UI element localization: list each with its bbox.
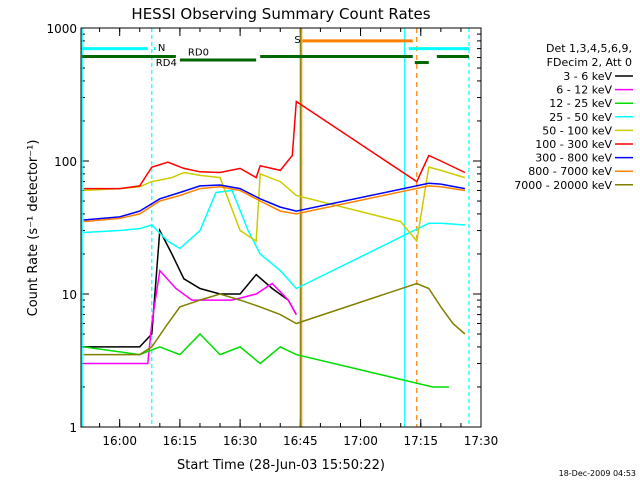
y-tick-label: 1000 — [46, 22, 77, 36]
x-tick-label: 16:15 — [163, 434, 198, 448]
plot-frame — [80, 27, 482, 428]
series-line-5 — [83, 100, 466, 190]
legend-label: 800 - 7000 keV — [528, 165, 612, 178]
footer-timestamp: 18-Dec-2009 04:53 — [559, 469, 636, 478]
chart-title: HESSI Observing Summary Count Rates — [131, 5, 430, 23]
series-line-8 — [83, 282, 466, 356]
x-tick-label: 17:30 — [464, 434, 499, 448]
annotation-layer: N RD0 RD4 S — [81, 28, 470, 427]
series-line-4 — [83, 166, 466, 243]
series-line-7 — [83, 185, 466, 223]
legend-label: 25 - 50 keV — [549, 111, 612, 124]
y-axis-label: Count Rate (s⁻¹ detector⁻¹) — [26, 140, 41, 317]
series-line-3 — [83, 189, 465, 290]
x-tick-label: 17:15 — [403, 434, 438, 448]
legend-header-line-1: Det 1,3,4,5,6,9, — [546, 42, 632, 55]
legend-label: 100 - 300 keV — [535, 138, 612, 151]
legend-label: 7000 - 20000 keV — [514, 179, 612, 192]
series-line-1 — [83, 268, 297, 365]
legend-header-line-2: FDecim 2, Att 0 — [547, 56, 632, 69]
series-line-0 — [83, 227, 297, 348]
legend: Det 1,3,4,5,6,9, FDecim 2, Att 0 3 - 6 k… — [514, 42, 633, 192]
y-tick-label: 10 — [62, 288, 77, 302]
series-layer — [83, 100, 466, 388]
series-line-2 — [83, 332, 449, 388]
y-tick-label: 1 — [69, 421, 77, 435]
legend-label: 300 - 800 keV — [535, 152, 612, 165]
x-tick-labels: 16:00 16:15 16:30 16:45 17:00 17:15 17:30 — [102, 434, 498, 448]
x-tick-label: 16:30 — [223, 434, 258, 448]
annotation-label-rd0: RD0 — [188, 48, 209, 59]
legend-label: 50 - 100 keV — [542, 124, 612, 137]
x-tick-label: 16:45 — [283, 434, 318, 448]
plot-area: N RD0 RD4 S — [80, 27, 482, 428]
series-line-6 — [83, 182, 466, 221]
annotation-label-rd4: RD4 — [156, 58, 177, 69]
annotation-label-s: S — [294, 35, 300, 46]
legend-label: 6 - 12 keV — [556, 84, 612, 97]
x-axis-label: Start Time (28-Jun-03 15:50:22) — [177, 458, 385, 473]
y-tick-label: 100 — [54, 155, 77, 169]
annotation-label-n: N — [158, 43, 165, 54]
legend-label: 12 - 25 keV — [549, 97, 612, 110]
legend-label: 3 - 6 keV — [563, 70, 612, 83]
x-tick-label: 16:00 — [102, 434, 137, 448]
y-tick-labels: 1 10 100 1000 — [46, 22, 77, 435]
x-tick-label: 17:00 — [343, 434, 378, 448]
